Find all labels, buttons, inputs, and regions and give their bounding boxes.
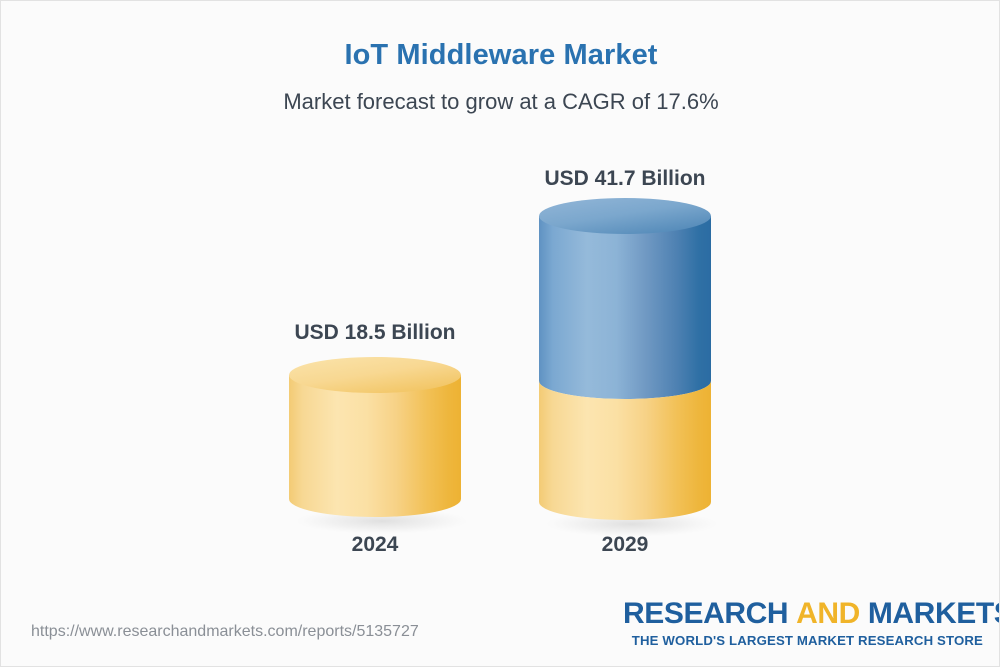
- cylinder-body-2029-upper: [539, 216, 711, 399]
- cylinder-bar-2024: [289, 357, 468, 534]
- brand-word-research: RESEARCH: [623, 597, 789, 630]
- category-label-2024: 2024: [351, 533, 399, 556]
- source-url[interactable]: https://www.researchandmarkets.com/repor…: [31, 623, 419, 640]
- value-label-2024: USD 18.5 Billion: [294, 321, 456, 344]
- chart-subtitle: Market forecast to grow at a CAGR of 17.…: [283, 89, 719, 114]
- cylinder-top-2029: [539, 198, 711, 234]
- cylinder-body-2029-lower: [539, 381, 711, 520]
- cylinder-bar-2029: [539, 198, 718, 537]
- cylinder-body-2024: [289, 375, 461, 517]
- brand-word-markets: MARKETS: [867, 597, 1000, 630]
- cylinder-top-2024: [289, 357, 461, 393]
- brand-word-and: AND: [796, 597, 860, 630]
- brand-wordmark: RESEARCH AND MARKETS: [623, 597, 999, 630]
- brand-logo: RESEARCH AND MARKETS THE WORLD'S LARGEST…: [623, 597, 999, 648]
- brand-tagline: THE WORLD'S LARGEST MARKET RESEARCH STOR…: [631, 632, 983, 648]
- value-label-2029: USD 41.7 Billion: [544, 167, 706, 190]
- category-label-2029: 2029: [601, 533, 649, 556]
- chart-title: IoT Middleware Market: [344, 39, 658, 71]
